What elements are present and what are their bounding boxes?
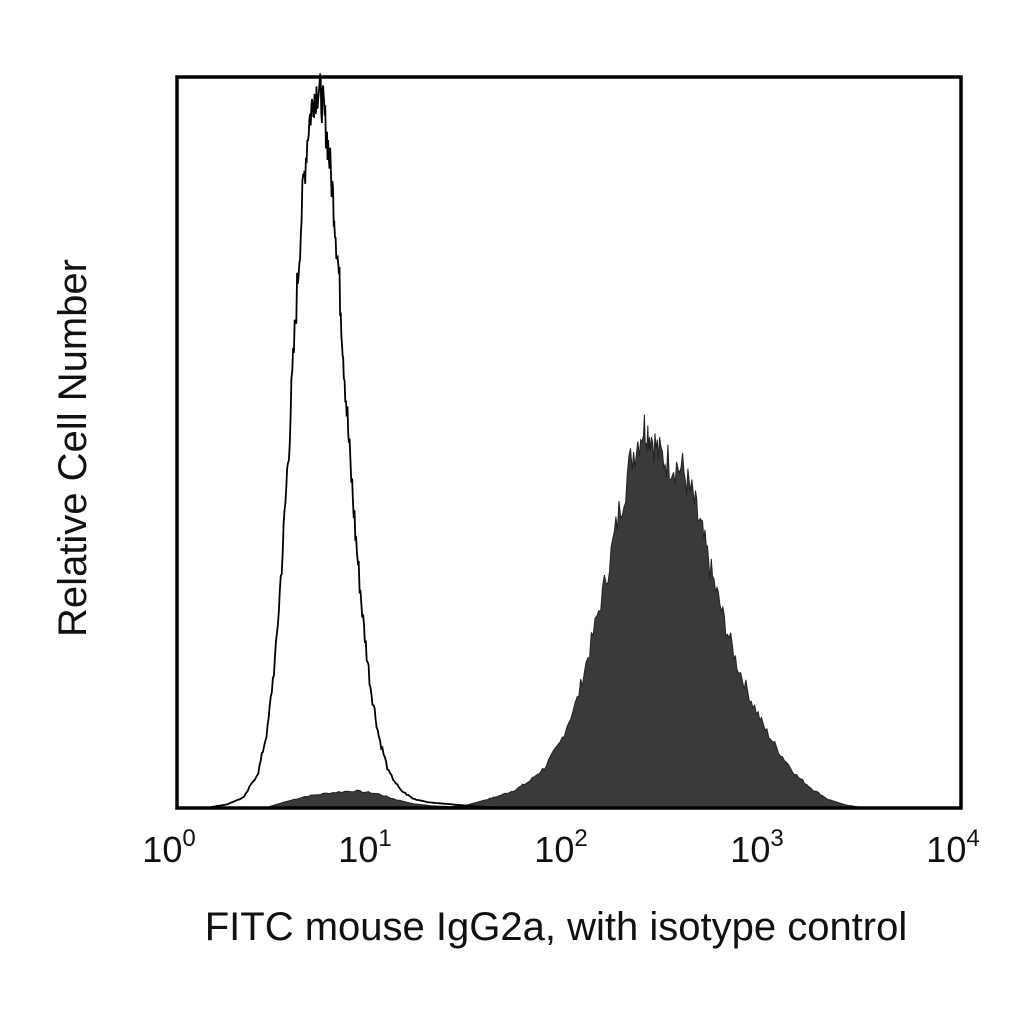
- x-tick-label: 102: [534, 825, 587, 870]
- isotype-control-outline-series: [205, 73, 502, 809]
- series-layer: [205, 73, 867, 809]
- x-tick-label: 100: [142, 825, 195, 870]
- plot-frame: [175, 75, 963, 810]
- y-axis-title: Relative Cell Number: [51, 259, 95, 637]
- x-axis-title: FITC mouse IgG2a, with isotype control: [205, 905, 908, 949]
- x-tick-labels: 100 101 102 103 104: [142, 825, 979, 870]
- x-tick-label: 103: [730, 825, 783, 870]
- x-tick-label: 101: [338, 825, 391, 870]
- filled-histogram-series: [264, 414, 867, 809]
- x-tick-label: 104: [926, 825, 979, 870]
